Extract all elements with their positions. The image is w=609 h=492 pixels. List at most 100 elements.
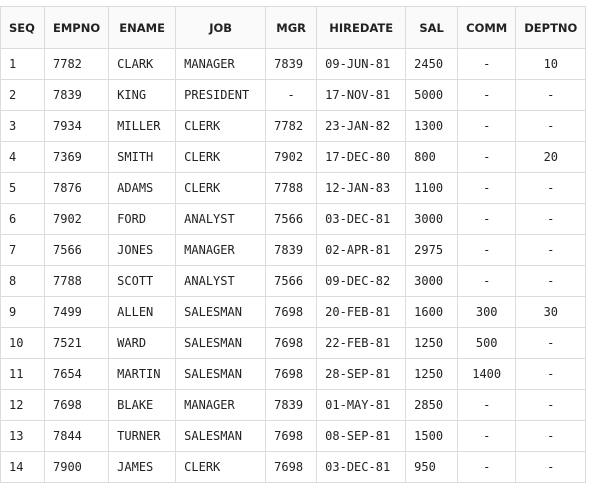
cell-deptno: - [515,203,587,235]
cell-seq: 11 [0,358,45,390]
cell-mgr: 7839 [265,234,318,266]
cell-hiredate: 20-FEB-81 [316,296,407,328]
cell-mgr: 7698 [265,420,318,452]
table-row: 13 7844 TURNER SALESMAN 7698 08-SEP-81 1500- - [0,420,587,452]
cell-seq: 8 [0,265,45,297]
cell-empno: 7902 [43,203,110,235]
cell-deptno: 20 [515,141,587,173]
cell-seq: 12 [0,389,45,421]
cell-deptno: - [515,451,587,483]
cell-hiredate: 01-MAY-81 [316,389,407,421]
cell-deptno: - [515,327,587,359]
cell-mgr: 7698 [265,451,318,483]
column-header-mgr: MGR [265,6,318,49]
cell-comm: 300 [457,296,517,328]
cell-deptno: - [515,234,587,266]
cell-deptno: - [515,172,587,204]
cell-sal: 2850 [405,389,459,421]
cell-ename: CLARK [108,48,177,80]
cell-mgr: - [265,79,318,111]
cell-job: CLERK [175,110,267,142]
cell-sal: 1250 [405,358,459,390]
cell-job: MANAGER [175,389,267,421]
cell-empno: 7654 [43,358,110,390]
cell-mgr: 7902 [265,141,318,173]
cell-ename: ADAMS [108,172,177,204]
cell-seq: 13 [0,420,45,452]
cell-hiredate: 03-DEC-81 [316,451,407,483]
cell-mgr: 7566 [265,203,318,235]
cell-deptno: 30 [515,296,587,328]
cell-job: CLERK [175,141,267,173]
cell-empno: 7900 [43,451,110,483]
cell-seq: 3 [0,110,45,142]
cell-mgr: 7839 [265,389,318,421]
cell-sal: 1500 [405,420,459,452]
cell-mgr: 7782 [265,110,318,142]
column-header-hiredate: HIREDATE [316,6,407,49]
cell-ename: JONES [108,234,177,266]
cell-job: MANAGER [175,48,267,80]
cell-ename: SMITH [108,141,177,173]
column-header-seq: SEQ [0,6,45,49]
cell-comm: - [457,389,517,421]
cell-hiredate: 09-DEC-82 [316,265,407,297]
table-row: 1 7782 CLARK MANAGER 7839 09-JUN-81 2450-10 [0,48,587,80]
cell-deptno: - [515,265,587,297]
column-header-empno: EMPNO [43,6,110,49]
cell-ename: WARD [108,327,177,359]
cell-hiredate: 22-FEB-81 [316,327,407,359]
table-row: 11 7654 MARTIN SALESMAN 7698 28-SEP-81 1250 140… [0,358,587,390]
table-row: 10 7521 WARD SALESMAN 7698 22-FEB-81 1250 500- [0,327,587,359]
cell-hiredate: 17-DEC-80 [316,141,407,173]
cell-seq: 6 [0,203,45,235]
cell-hiredate: 23-JAN-82 [316,110,407,142]
cell-deptno: - [515,358,587,390]
cell-ename: MILLER [108,110,177,142]
cell-hiredate: 17-NOV-81 [316,79,407,111]
table-row: 5 7876 ADAMS CLERK 7788 12-JAN-83 1100- - [0,172,587,204]
cell-seq: 2 [0,79,45,111]
cell-job: CLERK [175,172,267,204]
cell-empno: 7521 [43,327,110,359]
cell-hiredate: 28-SEP-81 [316,358,407,390]
table-body: 1 7782 CLARK MANAGER 7839 09-JUN-81 2450-10 2 78… [0,48,587,483]
column-header-sal: SAL [405,6,459,49]
cell-hiredate: 08-SEP-81 [316,420,407,452]
cell-sal: 1300 [405,110,459,142]
table-row: 2 7839 KING PRESIDENT -17-NOV-81 5000- - [0,79,587,111]
cell-mgr: 7698 [265,327,318,359]
cell-comm: - [457,234,517,266]
cell-sal: 1250 [405,327,459,359]
cell-seq: 5 [0,172,45,204]
table-row: 3 7934 MILLER CLERK 7782 23-JAN-82 1300- - [0,110,587,142]
cell-deptno: - [515,420,587,452]
column-header-comm: COMM [457,6,517,49]
cell-sal: 800 [405,141,459,173]
cell-sal: 2450 [405,48,459,80]
cell-mgr: 7839 [265,48,318,80]
cell-empno: 7788 [43,265,110,297]
cell-ename: KING [108,79,177,111]
cell-job: MANAGER [175,234,267,266]
cell-job: SALESMAN [175,327,267,359]
cell-sal: 1600 [405,296,459,328]
cell-ename: TURNER [108,420,177,452]
column-header-job: JOB [175,6,267,49]
cell-empno: 7499 [43,296,110,328]
header-row: SEQ EMPNO ENAME JOB MGR HIREDATE SAL COMM DEPTNO [0,6,587,49]
cell-empno: 7839 [43,79,110,111]
cell-comm: - [457,141,517,173]
cell-sal: 2975 [405,234,459,266]
cell-sal: 3000 [405,203,459,235]
cell-seq: 4 [0,141,45,173]
cell-comm: - [457,420,517,452]
cell-comm: - [457,48,517,80]
cell-deptno: - [515,110,587,142]
cell-ename: BLAKE [108,389,177,421]
cell-comm: - [457,265,517,297]
table-row: 14 7900 JAMES CLERK 7698 03-DEC-81 950- - [0,451,587,483]
cell-empno: 7782 [43,48,110,80]
table-row: 9 7499 ALLEN SALESMAN 7698 20-FEB-81 1600 300 30 [0,296,587,328]
cell-empno: 7698 [43,389,110,421]
